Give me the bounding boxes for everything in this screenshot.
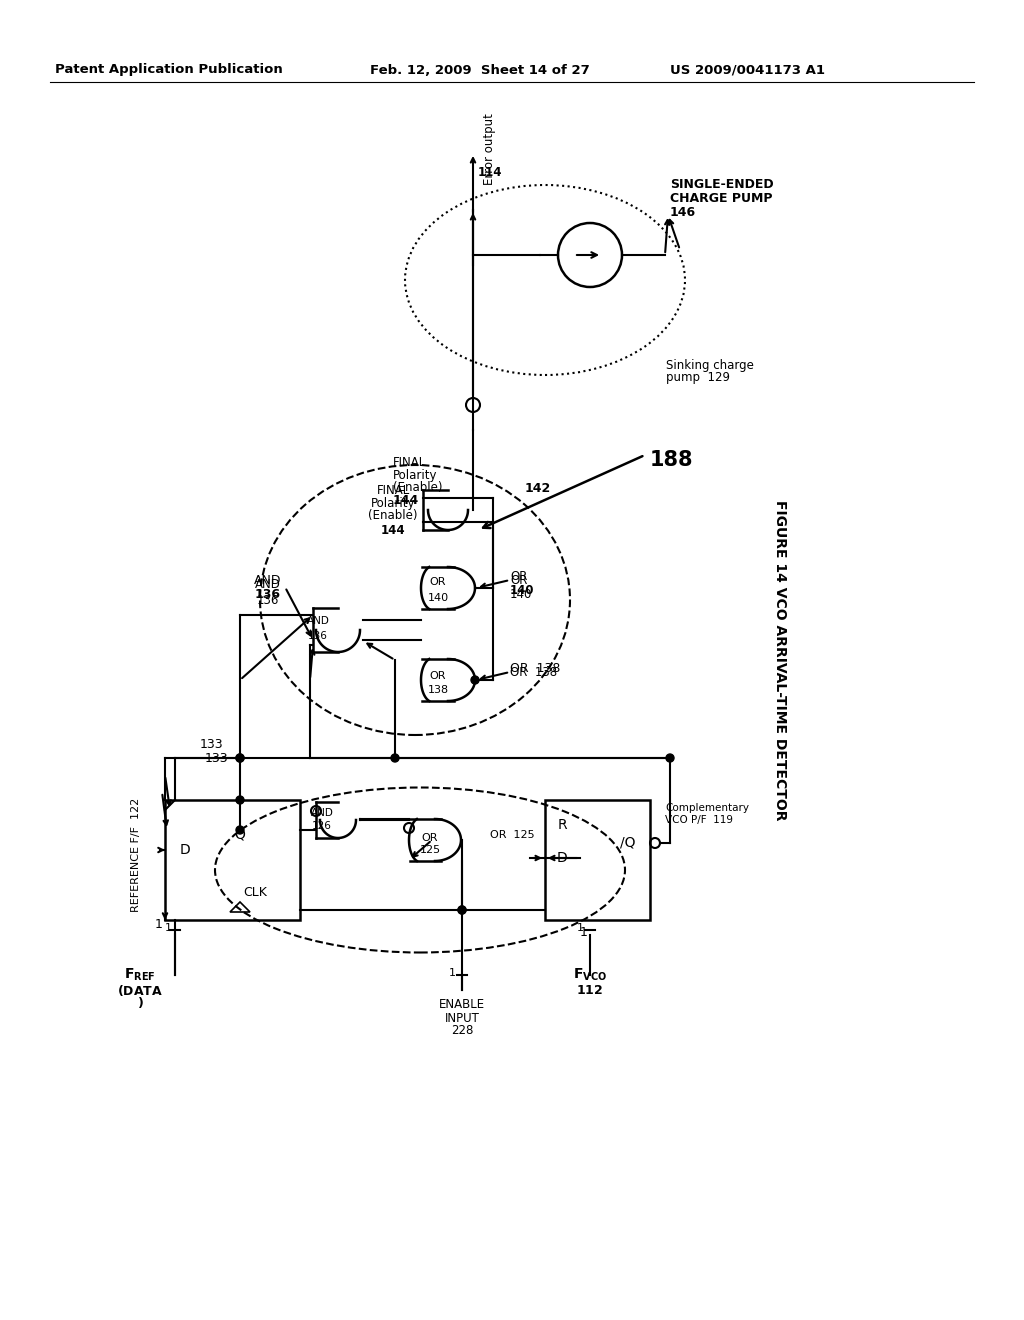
Text: VCO P/F  119: VCO P/F 119	[665, 814, 733, 825]
Text: 114: 114	[478, 165, 503, 178]
Text: OR: OR	[430, 671, 446, 681]
Text: Patent Application Publication: Patent Application Publication	[55, 63, 283, 77]
Text: 144: 144	[381, 524, 406, 536]
Text: FIGURE 14 VCO ARRIVAL-TIME DETECTOR: FIGURE 14 VCO ARRIVAL-TIME DETECTOR	[773, 500, 787, 820]
Text: AND: AND	[310, 808, 334, 818]
Text: Complementary: Complementary	[665, 803, 749, 813]
Text: 136: 136	[308, 631, 328, 642]
Circle shape	[471, 676, 479, 684]
Bar	[165, 800, 300, 920]
Text: Sinking charge: Sinking charge	[666, 359, 754, 371]
Text: 142: 142	[525, 482, 551, 495]
Text: /Q: /Q	[621, 836, 636, 850]
Text: CLK: CLK	[243, 887, 267, 899]
Text: 138: 138	[427, 685, 449, 696]
Text: 133: 133	[205, 751, 228, 764]
Text: OR  138: OR 138	[510, 665, 557, 678]
Text: AND: AND	[306, 616, 330, 626]
Text: $\mathbf{(DATA}$: $\mathbf{(DATA}$	[117, 982, 163, 998]
Text: OR: OR	[510, 573, 527, 586]
Circle shape	[458, 906, 466, 913]
Text: SINGLE-ENDED: SINGLE-ENDED	[670, 178, 773, 191]
Text: $\mathbf{F_{REF}}$: $\mathbf{F_{REF}}$	[124, 966, 156, 983]
Text: 140: 140	[510, 583, 535, 597]
Text: 228: 228	[451, 1024, 473, 1038]
Text: Polarity: Polarity	[393, 469, 437, 482]
Text: 188: 188	[650, 450, 693, 470]
Circle shape	[236, 754, 244, 762]
Text: 144: 144	[393, 494, 419, 507]
Text: 140: 140	[427, 593, 449, 603]
Text: 1: 1	[165, 923, 172, 933]
Circle shape	[236, 826, 244, 834]
Text: $\mathbf{)}$: $\mathbf{)}$	[136, 995, 143, 1011]
Text: (Enable): (Enable)	[369, 510, 418, 523]
Text: 133: 133	[200, 738, 223, 751]
Text: 140: 140	[510, 589, 532, 602]
Circle shape	[458, 906, 466, 913]
Text: Error output: Error output	[483, 114, 496, 185]
Text: $\mathbf{F_{VCO}}$: $\mathbf{F_{VCO}}$	[573, 966, 607, 983]
Circle shape	[236, 754, 244, 762]
Text: $\mathbf{112}$: $\mathbf{112}$	[577, 983, 603, 997]
Text: Q: Q	[234, 828, 246, 842]
Text: (Enable): (Enable)	[393, 480, 442, 494]
Text: Polarity: Polarity	[371, 496, 416, 510]
Text: D: D	[179, 843, 190, 857]
Circle shape	[236, 796, 244, 804]
Text: ENABLE: ENABLE	[439, 998, 485, 1011]
Text: 1: 1	[577, 923, 584, 933]
Text: FINAL: FINAL	[393, 457, 426, 470]
Text: CHARGE PUMP: CHARGE PUMP	[670, 191, 772, 205]
Text: 1: 1	[581, 925, 588, 939]
Bar	[545, 800, 650, 920]
Text: R: R	[557, 818, 567, 832]
Text: 125: 125	[420, 845, 440, 855]
Text: OR: OR	[422, 833, 438, 843]
Circle shape	[666, 754, 674, 762]
Text: REFERENCE F/F  122: REFERENCE F/F 122	[131, 797, 141, 912]
Text: AND: AND	[255, 578, 281, 591]
Text: 1: 1	[155, 919, 163, 932]
Text: FINAL: FINAL	[377, 483, 410, 496]
Text: US 2009/0041173 A1: US 2009/0041173 A1	[670, 63, 825, 77]
Text: AND: AND	[254, 573, 282, 586]
Circle shape	[391, 754, 399, 762]
Text: INPUT: INPUT	[444, 1011, 479, 1024]
Text: D: D	[557, 851, 567, 865]
Text: 136: 136	[255, 589, 281, 602]
Text: 126: 126	[312, 821, 332, 832]
Text: 146: 146	[670, 206, 696, 219]
Text: OR  125: OR 125	[490, 830, 535, 840]
Text: OR: OR	[510, 569, 527, 582]
Text: Feb. 12, 2009  Sheet 14 of 27: Feb. 12, 2009 Sheet 14 of 27	[370, 63, 590, 77]
Text: 136: 136	[257, 594, 280, 606]
Text: OR  138: OR 138	[510, 661, 560, 675]
Text: 1: 1	[449, 968, 456, 978]
Text: pump  129: pump 129	[666, 371, 730, 384]
Text: OR: OR	[430, 577, 446, 587]
